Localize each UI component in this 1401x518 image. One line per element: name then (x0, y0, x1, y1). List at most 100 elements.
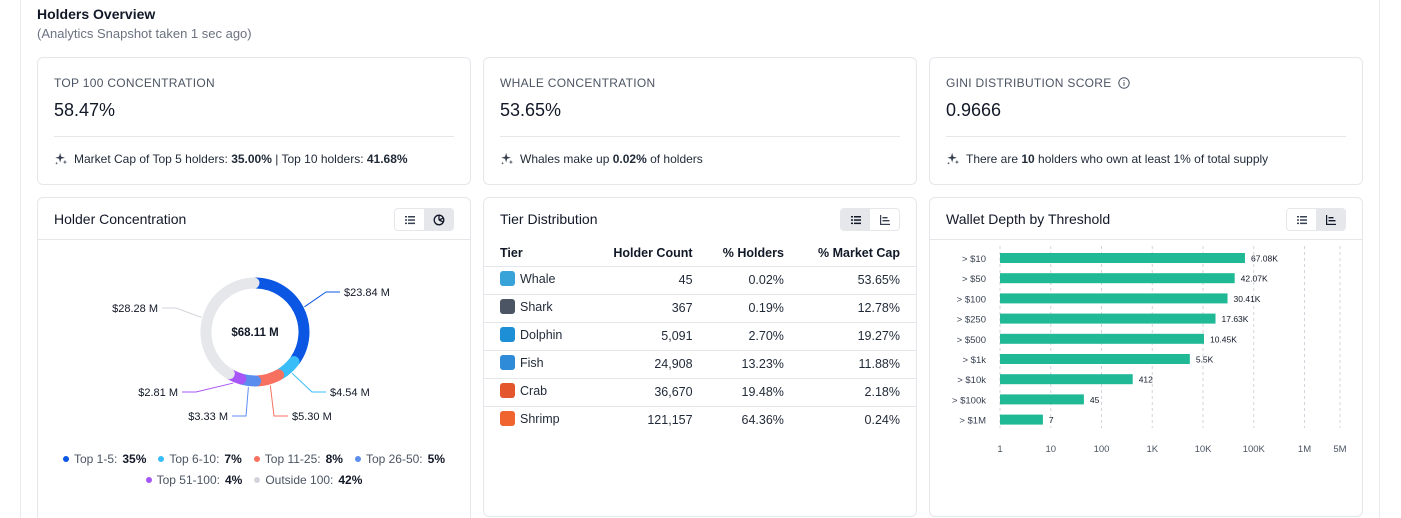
legend-dot (253, 456, 260, 462)
divider (946, 136, 1346, 137)
view-toggle (394, 208, 454, 231)
legend-item[interactable]: Top 51-100: 4% (145, 473, 242, 487)
list-view-button[interactable] (1287, 209, 1316, 230)
list-view-button[interactable] (841, 209, 870, 230)
legend-item[interactable]: Top 11-25: 8% (253, 452, 343, 466)
legend-dot (158, 456, 165, 462)
legend-label: Top 26-50: (365, 452, 423, 466)
column-header[interactable]: % Holders (722, 245, 784, 260)
tier-label: Shrimp (520, 411, 560, 426)
divider (500, 136, 900, 137)
tier-table: Tier Holder Count % Holders % Market Cap… (484, 240, 916, 434)
legend-label: Outside 100: (265, 473, 334, 487)
segment-value-label: $23.84 M (344, 287, 390, 299)
legend-item[interactable]: Top 6-10: 7% (158, 452, 242, 466)
column-header[interactable]: % Market Cap (818, 245, 900, 260)
segment-value-label: $2.81 M (138, 387, 178, 399)
donut-legend-row-2: Top 51-100: 4% Outside 100: 42% (38, 473, 470, 487)
tier-cell: Shark (484, 293, 596, 322)
donut-segment[interactable] (250, 277, 310, 366)
legend-label: Top 1-5: (73, 452, 118, 466)
donut-chart: $23.84 M $4.54 M $5.30 M $3.33 M $2.81 M $28.… (112, 277, 390, 423)
market-cap-share-cell: 19.27% (799, 321, 916, 350)
large-holder-count: 10 (1021, 152, 1035, 166)
holder-count-cell: 45 (595, 265, 709, 294)
bar-view-button[interactable] (870, 209, 899, 230)
donut-segment[interactable] (200, 277, 260, 380)
bar-chart-icon (1325, 214, 1336, 225)
note-text: | Top 10 holders: (271, 152, 367, 166)
pie-view-button[interactable] (424, 209, 453, 230)
note-text: Whales make up (520, 152, 613, 166)
gini-value: 0.9666 (946, 100, 1002, 120)
bar[interactable] (1000, 394, 1084, 405)
bar[interactable] (1000, 253, 1245, 263)
table-row: Shrimp 121,157 64.36% 0.24% (484, 405, 916, 434)
y-category-label: > $1k (962, 355, 986, 366)
top100-label: TOP 100 CONCENTRATION (54, 76, 215, 90)
holder-share-cell: 0.02% (708, 265, 800, 294)
tier-cell: Shrimp (484, 405, 596, 434)
gini-label: GINI DISTRIBUTION SCORE (946, 76, 1112, 90)
bar[interactable] (1000, 333, 1204, 344)
x-tick-label: 1 (997, 444, 1002, 455)
table-row: Shark 367 0.19% 12.78% (484, 293, 916, 322)
shrimp-icon (500, 411, 515, 427)
column-header[interactable]: Tier (500, 245, 523, 260)
top5-share: 35.00% (231, 152, 272, 166)
legend-label: Top 51-100: (156, 473, 220, 487)
legend-label: Top 6-10: (169, 452, 220, 466)
dashboard-frame (20, 0, 1380, 518)
x-tick-label: 5M (1333, 444, 1346, 455)
column-header[interactable]: Holder Count (613, 245, 693, 260)
y-category-label: > $100 (957, 294, 986, 305)
panel-title: Wallet Depth by Threshold (946, 211, 1111, 227)
bar-value-label: 10.45K (1210, 334, 1237, 344)
holder-share-cell: 19.48% (708, 377, 800, 406)
info-icon[interactable] (1117, 77, 1130, 89)
tier-distribution-panel: Tier Distribution Tier Holder Count % Ho… (483, 197, 917, 517)
segment-value-label: $28.28 M (112, 303, 158, 315)
holder-share-cell: 2.70% (708, 321, 800, 350)
bar[interactable] (1000, 354, 1190, 364)
y-category-label: > $10k (957, 375, 986, 386)
tier-label: Fish (520, 355, 544, 370)
bar[interactable] (1000, 374, 1133, 385)
market-cap-share-cell: 2.18% (799, 377, 916, 406)
list-icon (1296, 215, 1307, 224)
bar[interactable] (1000, 414, 1043, 425)
list-view-button[interactable] (395, 209, 424, 230)
gini-score-card: GINI DISTRIBUTION SCORE 0.9666 There are… (929, 57, 1363, 185)
tier-name: Shrimp (500, 411, 560, 427)
list-icon (404, 215, 415, 224)
y-category-label: > $10 (962, 254, 986, 265)
view-toggle (1286, 208, 1346, 231)
bar-value-label: 67.08K (1251, 254, 1278, 264)
bar-view-button[interactable] (1316, 209, 1345, 230)
panel-title: Tier Distribution (500, 211, 598, 227)
bar-value-label: 412 (1139, 375, 1153, 385)
top100-value: 58.47% (54, 100, 116, 120)
legend-dot (354, 456, 361, 462)
panel-title: Holder Concentration (54, 211, 187, 227)
legend-item[interactable]: Outside 100: 42% (254, 473, 362, 487)
legend-dot (254, 477, 261, 483)
leader-line (162, 307, 202, 318)
legend-dot (145, 477, 152, 483)
y-category-label: > $100k (952, 395, 986, 406)
legend-item[interactable]: Top 26-50: 5% (354, 452, 445, 466)
top100-concentration-card: TOP 100 CONCENTRATION 58.47% Market Cap … (37, 57, 471, 185)
leader-line (304, 291, 340, 308)
bar-chart-icon (879, 214, 890, 225)
bar[interactable] (1000, 313, 1216, 324)
note-text: holders who own at least 1% of total sup… (1034, 152, 1269, 166)
legend-percent: 42% (338, 473, 363, 487)
legend-item[interactable]: Top 1-5: 35% (62, 452, 146, 466)
bar[interactable] (1000, 273, 1235, 284)
bar[interactable] (1000, 293, 1228, 304)
shark-icon (500, 299, 515, 314)
x-tick-label: 1M (1298, 444, 1311, 455)
list-icon (850, 215, 861, 224)
panel-header: Tier Distribution (484, 198, 916, 240)
y-category-label: > $50 (962, 274, 986, 285)
